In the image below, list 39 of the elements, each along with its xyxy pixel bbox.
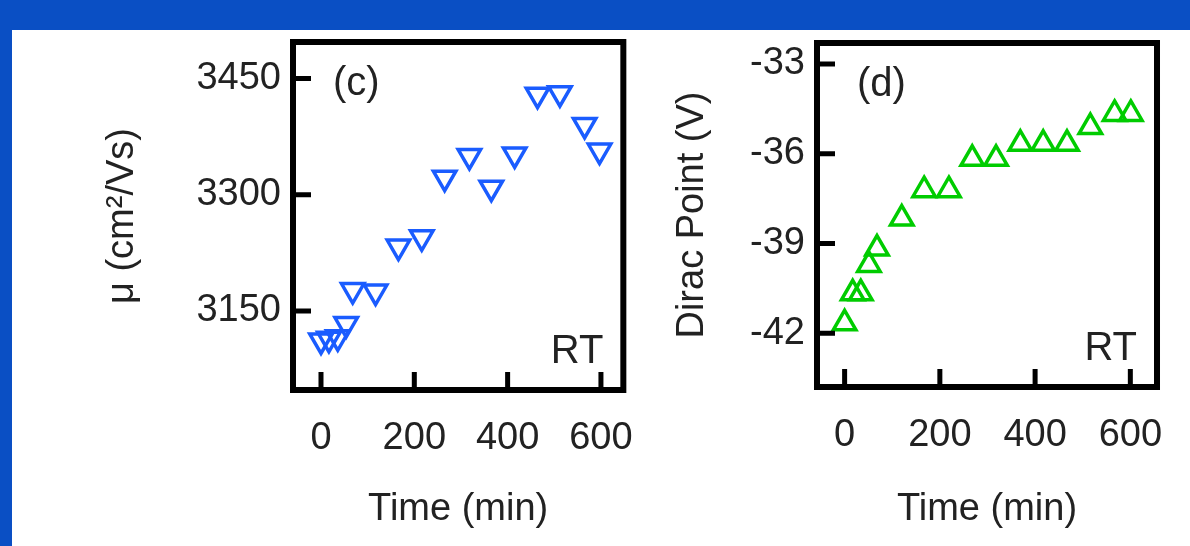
point: [863, 233, 891, 257]
point: [888, 203, 915, 227]
point: [830, 306, 859, 332]
annotation: RT: [550, 327, 604, 372]
x-tick-label: 600: [569, 415, 633, 458]
point: [1030, 129, 1057, 153]
y-tick-label: 3300: [196, 171, 281, 214]
x-tick-label: 200: [382, 415, 447, 458]
x-tick-label: 0: [834, 412, 856, 455]
y-tick-label: -36: [750, 130, 805, 173]
point: [846, 276, 875, 302]
point: [959, 144, 986, 168]
point: [935, 175, 962, 199]
point: [838, 276, 867, 302]
point: [1077, 112, 1104, 136]
y-tick-label: 3150: [196, 287, 281, 330]
x-tick-label: 400: [1003, 412, 1067, 455]
x-axis-title: Time (min): [896, 485, 1078, 528]
x-axis-title: Time (min): [368, 485, 549, 528]
y-axis-title: μ (cm²/Vs): [99, 128, 142, 304]
y-tick-label: 3450: [196, 54, 281, 97]
point: [1101, 99, 1128, 123]
point: [1117, 99, 1144, 123]
x-tick-label: 200: [908, 412, 972, 455]
x-tick-label: 600: [1098, 412, 1163, 455]
annotation: (c): [333, 59, 380, 104]
annotation: (d): [857, 60, 906, 105]
y-axis-title: Dirac Point (V): [669, 91, 712, 339]
x-tick-label: 0: [310, 415, 332, 458]
point: [911, 175, 938, 199]
point: [1007, 129, 1034, 153]
x-tick-label: 400: [475, 415, 540, 458]
y-tick-label: -39: [750, 219, 805, 262]
point: [1054, 129, 1081, 153]
point: [855, 250, 882, 274]
point: [983, 144, 1010, 168]
annotation: RT: [1084, 324, 1138, 369]
y-tick-label: -42: [750, 309, 805, 352]
y-tick-label: -33: [750, 40, 805, 83]
